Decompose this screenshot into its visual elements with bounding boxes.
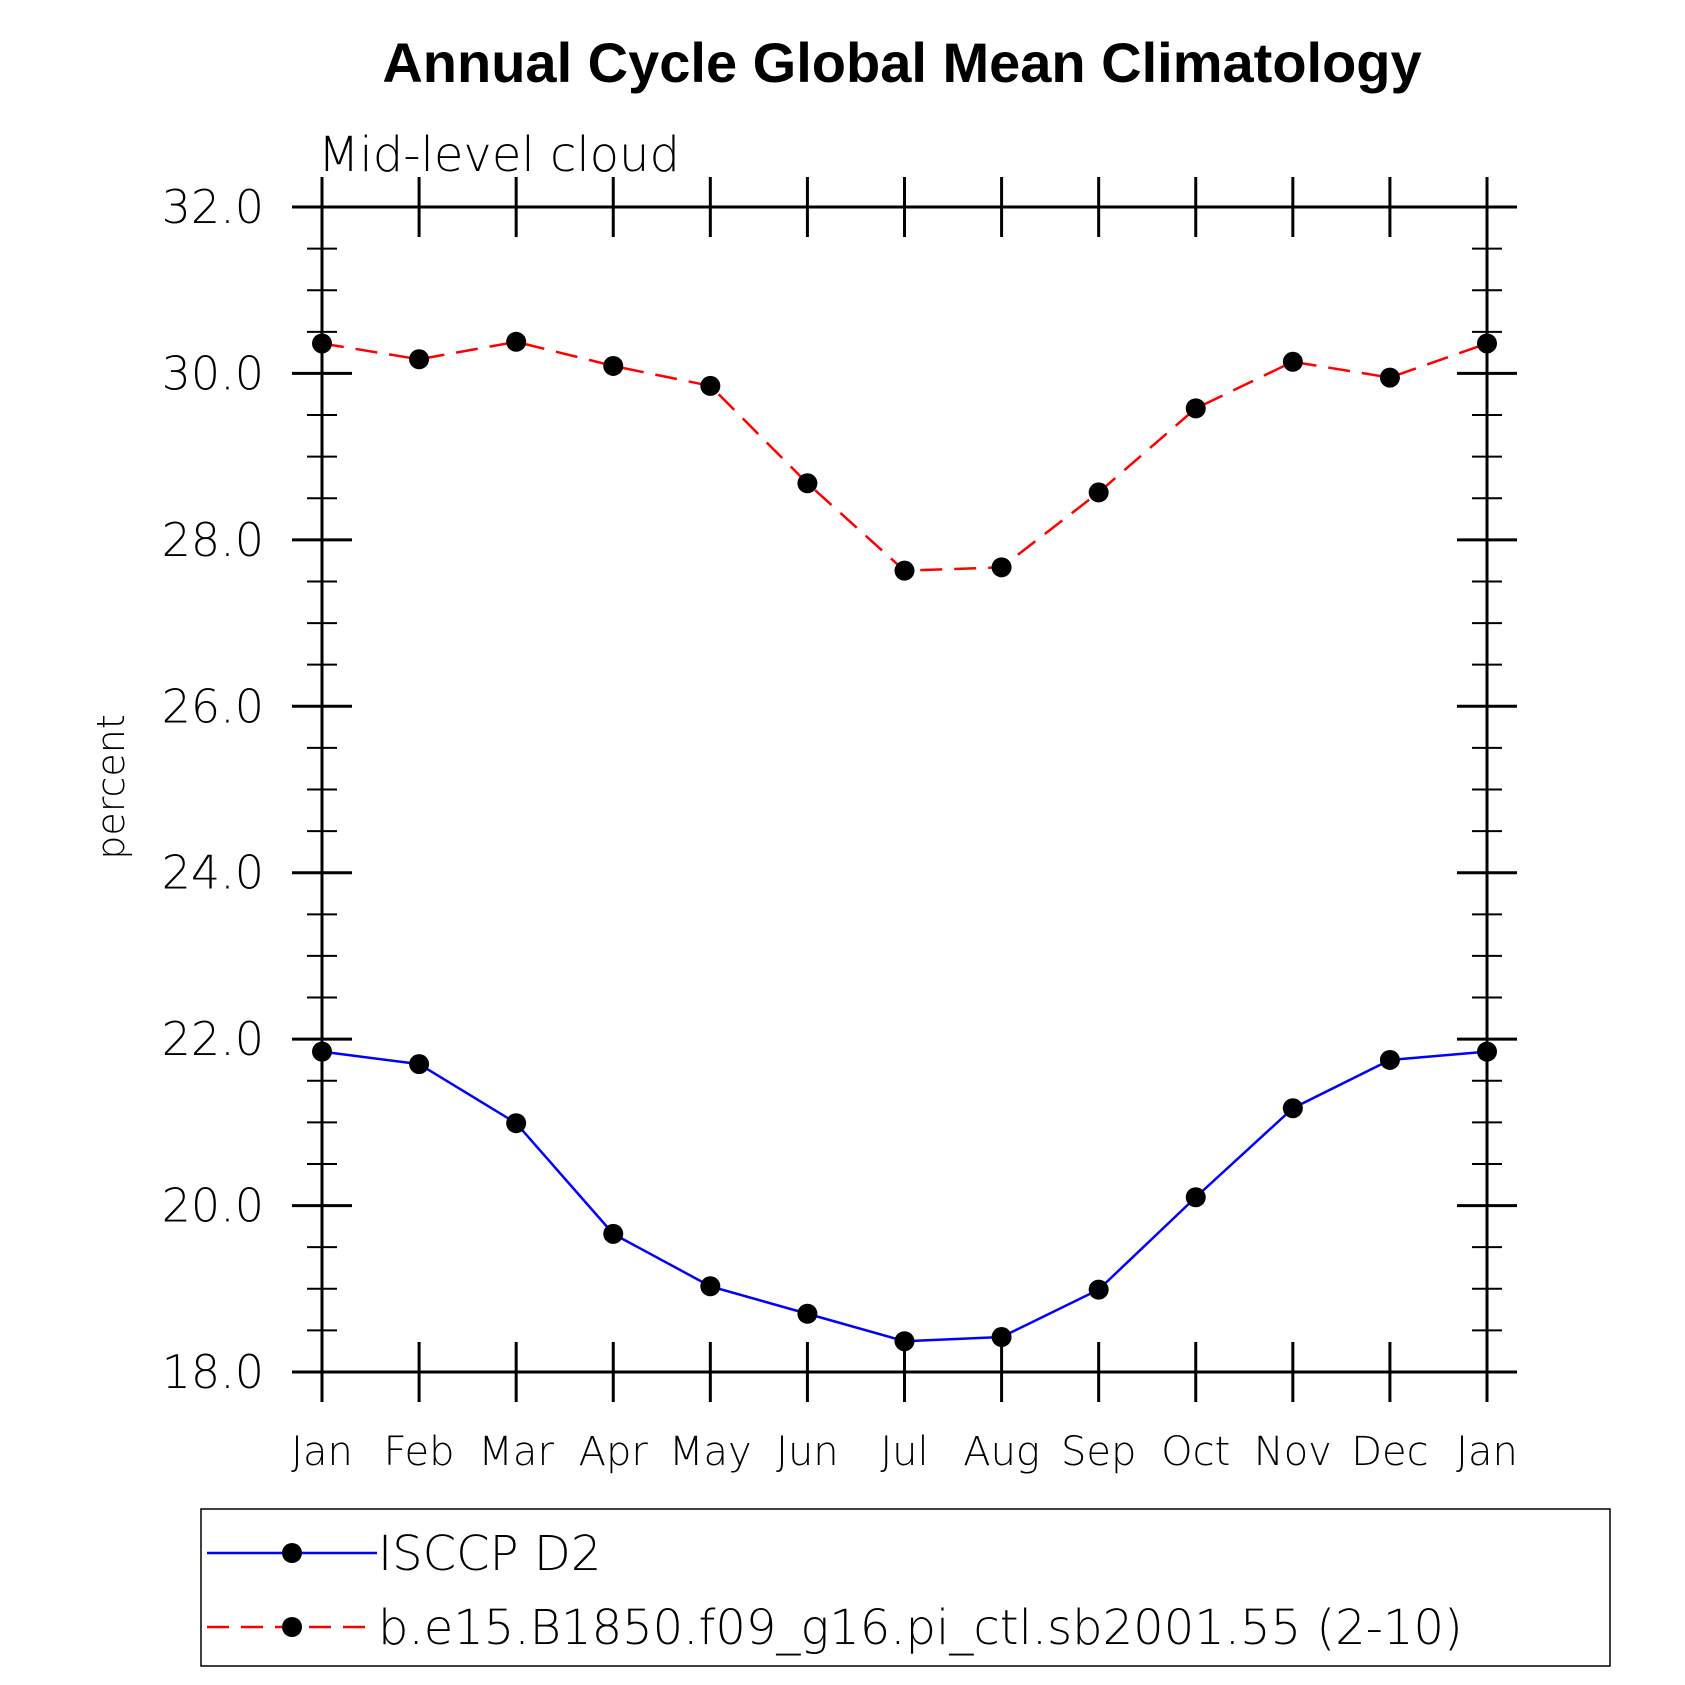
y-tick-label: 24.0 — [162, 846, 264, 900]
chart-subtitle: Mid-level cloud — [318, 127, 680, 183]
data-point — [409, 349, 430, 370]
series-0 — [312, 1041, 1497, 1352]
legend-marker-isccp — [282, 1543, 302, 1563]
y-tick-label: 20.0 — [162, 1179, 264, 1233]
data-point — [894, 560, 915, 581]
x-tick-labels: Jan Feb Mar Apr May Jun Jul Aug Sep Oct Nov Dec Jan — [291, 1429, 1518, 1475]
series-line — [321, 1050, 1488, 1343]
y-tick-label: 26.0 — [162, 679, 264, 733]
legend-marker-model — [282, 1617, 302, 1637]
y-tick-label: 22.0 — [162, 1012, 264, 1066]
y-tick-labels: 18.0 20.0 22.0 24.0 26.0 28.0 30.0 32.0 — [162, 180, 264, 1399]
y-axis-label: percent — [89, 714, 133, 860]
y-tick-label: 28.0 — [162, 513, 264, 567]
x-tick-label: Nov — [1254, 1429, 1332, 1475]
data-point — [603, 355, 624, 376]
x-tick-label: Dec — [1351, 1429, 1428, 1475]
plot-frame — [320, 205, 1489, 1374]
data-point — [1088, 482, 1109, 503]
data-point — [1282, 1098, 1303, 1119]
data-point — [1477, 333, 1497, 354]
chart-title: Annual Cycle Global Mean Climatology — [382, 31, 1421, 94]
data-point — [506, 331, 527, 352]
data-point — [409, 1054, 430, 1075]
data-point — [1282, 351, 1303, 372]
x-tick-label: Feb — [384, 1429, 455, 1475]
data-point — [700, 1276, 721, 1297]
data-point — [991, 557, 1012, 578]
data-point — [1477, 1041, 1497, 1062]
series-line — [321, 340, 1488, 572]
axis-ticks — [292, 177, 1517, 1402]
x-tick-label: Sep — [1061, 1429, 1136, 1475]
legend-box — [200, 1508, 1611, 1667]
data-point — [1185, 1187, 1206, 1208]
legend-label-model: b.e15.B1850.f09_g16.pi_ctl.sb2001.55 (2-… — [378, 1600, 1463, 1656]
data-point — [1185, 398, 1206, 419]
data-point — [991, 1327, 1012, 1348]
x-tick-label: May — [669, 1429, 752, 1475]
data-point — [506, 1113, 527, 1134]
x-tick-label: Jul — [880, 1429, 928, 1475]
data-point — [894, 1331, 915, 1352]
x-tick-label: Aug — [963, 1429, 1040, 1475]
series-1 — [312, 331, 1497, 581]
data-point — [312, 1041, 332, 1062]
y-tick-label: 30.0 — [162, 346, 264, 400]
legend: ISCCP D2 b.e15.B1850.f09_g16.pi_ctl.sb20… — [200, 1508, 1611, 1667]
x-tick-label: Apr — [579, 1429, 649, 1475]
data-point — [1379, 1049, 1400, 1070]
data-point — [1088, 1279, 1109, 1300]
data-point — [1379, 367, 1400, 388]
data-point — [700, 375, 721, 396]
x-tick-label: Mar — [478, 1429, 554, 1475]
x-tick-label: Jan — [291, 1429, 353, 1475]
data-point — [312, 333, 332, 354]
y-tick-label: 32.0 — [162, 180, 264, 234]
data-point — [603, 1223, 624, 1244]
x-tick-label: Jan — [1456, 1429, 1518, 1475]
legend-label-isccp: ISCCP D2 — [378, 1526, 601, 1582]
series-layer — [312, 331, 1497, 1352]
y-tick-label: 18.0 — [162, 1345, 264, 1399]
data-point — [797, 473, 818, 494]
data-point — [797, 1303, 818, 1324]
x-tick-label: Oct — [1161, 1429, 1230, 1475]
x-tick-label: Jun — [776, 1429, 839, 1475]
